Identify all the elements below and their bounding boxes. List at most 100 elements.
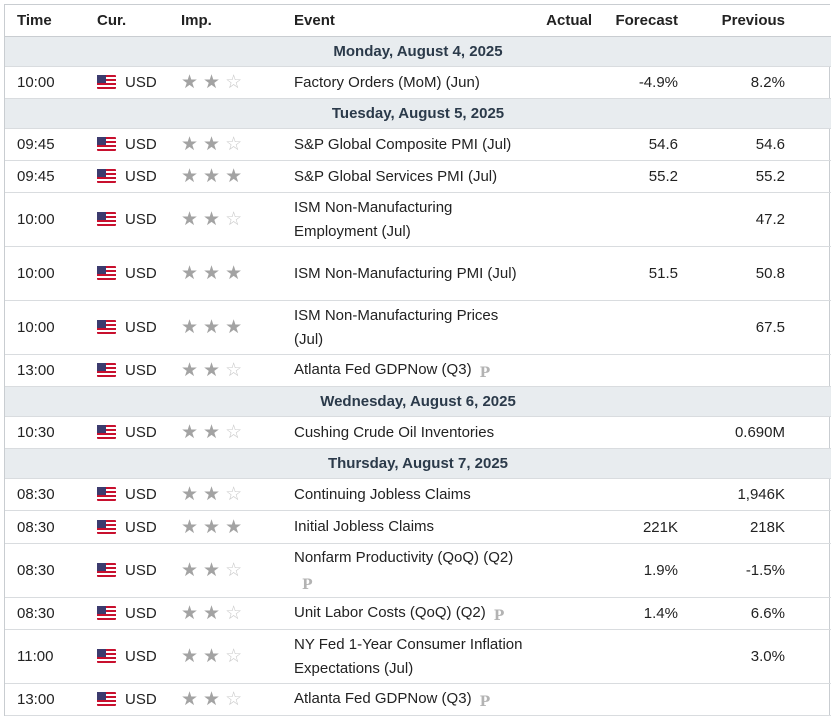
calendar-body: Monday, August 4, 2025 10:00 USD ★★☆ Factory… (5, 36, 831, 716)
us-flag-icon (97, 266, 116, 281)
row-spacer (785, 510, 831, 544)
event-row[interactable]: 09:45 USD ★★★ S&P Global Services PMI (Jul)… (5, 160, 831, 193)
event-currency-cell: USD (97, 300, 181, 355)
event-name-cell: ISM Non-Manufacturing Prices (Jul) (294, 300, 537, 355)
us-flag-icon (97, 363, 116, 378)
star-filled-icon: ★ (181, 560, 204, 581)
calendar-table: Time Cur. Imp. Event Actual Forecast Pre… (5, 5, 831, 716)
star-filled-icon: ★ (203, 422, 226, 443)
event-previous: -1.5% (678, 543, 785, 598)
event-row[interactable]: 10:30 USD ★★☆ Cushing Crude Oil Inventories… (5, 416, 831, 449)
event-row[interactable]: 13:00 USD ★★☆ Atlanta Fed GDPNow (Q3) P (5, 683, 831, 716)
event-name-cell: Continuing Jobless Claims (294, 478, 537, 511)
date-row: Monday, August 4, 2025 (5, 36, 831, 67)
event-name[interactable]: Atlanta Fed GDPNow (Q3) (294, 361, 472, 379)
event-name[interactable]: Unit Labor Costs (QoQ) (Q2) (294, 604, 486, 622)
event-row[interactable]: 08:30 USD ★★☆ Unit Labor Costs (QoQ) (Q2) P 1… (5, 597, 831, 630)
event-currency-cell: USD (97, 543, 181, 598)
header-forecast[interactable]: Forecast (592, 5, 678, 37)
event-name-cell: Nonfarm Productivity (QoQ) (Q2) P (294, 543, 537, 598)
event-name[interactable]: S&P Global Services PMI (Jul) (294, 167, 498, 185)
event-name[interactable]: Atlanta Fed GDPNow (Q3) (294, 690, 472, 708)
star-empty-icon: ☆ (225, 422, 248, 443)
header-actual[interactable]: Actual (537, 5, 592, 37)
event-time: 08:30 (5, 543, 97, 598)
event-row[interactable]: 10:00 USD ★★★ ISM Non-Manufacturing Prices … (5, 300, 831, 355)
event-row[interactable]: 08:30 USD ★★☆ Nonfarm Productivity (QoQ) (Q… (5, 543, 831, 598)
event-time: 08:30 (5, 597, 97, 630)
event-actual (537, 629, 592, 684)
event-name-cell: ISM Non-Manufacturing Employment (Jul) (294, 192, 537, 247)
row-spacer (785, 160, 831, 193)
economic-calendar: Time Cur. Imp. Event Actual Forecast Pre… (4, 4, 831, 716)
event-currency-cell: USD (97, 160, 181, 193)
event-name-cell: Atlanta Fed GDPNow (Q3) P (294, 683, 537, 716)
event-row[interactable]: 08:30 USD ★★☆ Continuing Jobless Claims 1,94… (5, 478, 831, 511)
event-name[interactable]: Initial Jobless Claims (294, 518, 435, 535)
date-row: Wednesday, August 6, 2025 (5, 386, 831, 417)
preliminary-icon: P (479, 364, 491, 381)
event-importance: ★★★ (181, 300, 294, 355)
event-importance: ★★★ (181, 510, 294, 544)
event-forecast (592, 192, 678, 247)
event-row[interactable]: 10:00 USD ★★★ ISM Non-Manufacturing PMI (Ju… (5, 246, 831, 301)
event-currency: USD (125, 319, 157, 336)
event-name[interactable]: ISM Non-Manufacturing Prices (Jul) (294, 306, 499, 348)
header-importance[interactable]: Imp. (181, 5, 294, 37)
event-row[interactable]: 13:00 USD ★★☆ Atlanta Fed GDPNow (Q3) P (5, 354, 831, 387)
row-spacer (785, 543, 831, 598)
header-spacer (785, 5, 831, 37)
event-name[interactable]: Continuing Jobless Claims (294, 485, 471, 503)
event-name[interactable]: Factory Orders (MoM) (Jun) (294, 73, 480, 91)
event-name[interactable]: Nonfarm Productivity (QoQ) (Q2) (294, 549, 514, 567)
header-currency[interactable]: Cur. (97, 5, 181, 37)
event-actual (537, 510, 592, 544)
star-empty-icon: ☆ (225, 134, 248, 155)
event-importance: ★★★ (181, 246, 294, 301)
star-filled-icon: ★ (203, 72, 226, 93)
event-currency: USD (125, 362, 157, 379)
star-empty-icon: ☆ (225, 689, 248, 710)
importance-stars: ★★☆ (181, 485, 247, 504)
importance-stars: ★★☆ (181, 135, 247, 154)
event-actual (537, 246, 592, 301)
event-name[interactable]: NY Fed 1-Year Consumer Inflation Expecta… (294, 635, 523, 677)
event-time: 09:45 (5, 128, 97, 161)
star-filled-icon: ★ (181, 516, 204, 538)
event-name[interactable]: ISM Non-Manufacturing PMI (Jul) (294, 264, 517, 282)
header-event[interactable]: Event (294, 5, 537, 37)
star-filled-icon: ★ (203, 646, 226, 667)
star-empty-icon: ☆ (225, 72, 248, 93)
preliminary-icon: P (479, 693, 491, 710)
event-currency: USD (125, 691, 157, 708)
event-time: 08:30 (5, 510, 97, 544)
star-filled-icon: ★ (225, 263, 248, 284)
date-label: Thursday, August 7, 2025 (5, 448, 831, 479)
event-importance: ★★☆ (181, 597, 294, 630)
event-row[interactable]: 10:00 USD ★★☆ ISM Non-Manufacturing Employm… (5, 192, 831, 247)
event-currency-cell: USD (97, 66, 181, 99)
us-flag-icon (97, 425, 116, 440)
event-currency-cell: USD (97, 683, 181, 716)
event-row[interactable]: 09:45 USD ★★☆ S&P Global Composite PMI (Jul… (5, 128, 831, 161)
event-importance: ★★☆ (181, 543, 294, 598)
header-previous[interactable]: Previous (678, 5, 785, 37)
star-filled-icon: ★ (203, 603, 226, 624)
event-name[interactable]: ISM Non-Manufacturing Employment (Jul) (294, 198, 453, 240)
us-flag-icon (97, 137, 116, 152)
event-currency: USD (125, 605, 157, 622)
event-row[interactable]: 10:00 USD ★★☆ Factory Orders (MoM) (Jun) -4.… (5, 66, 831, 99)
us-flag-icon (97, 649, 116, 664)
event-name[interactable]: S&P Global Composite PMI (Jul) (294, 135, 512, 153)
event-currency: USD (125, 648, 157, 665)
event-time: 10:00 (5, 192, 97, 247)
header-row: Time Cur. Imp. Event Actual Forecast Pre… (5, 5, 831, 37)
event-name[interactable]: Cushing Crude Oil Inventories (294, 423, 495, 441)
event-row[interactable]: 08:30 USD ★★★ Initial Jobless Claims 221K 218… (5, 510, 831, 544)
event-time: 10:00 (5, 66, 97, 99)
header-time[interactable]: Time (5, 5, 97, 37)
event-name-cell: Initial Jobless Claims (294, 510, 537, 544)
importance-stars: ★★☆ (181, 210, 247, 229)
event-row[interactable]: 11:00 USD ★★☆ NY Fed 1-Year Consumer Inflat… (5, 629, 831, 684)
event-forecast: 1.9% (592, 543, 678, 598)
